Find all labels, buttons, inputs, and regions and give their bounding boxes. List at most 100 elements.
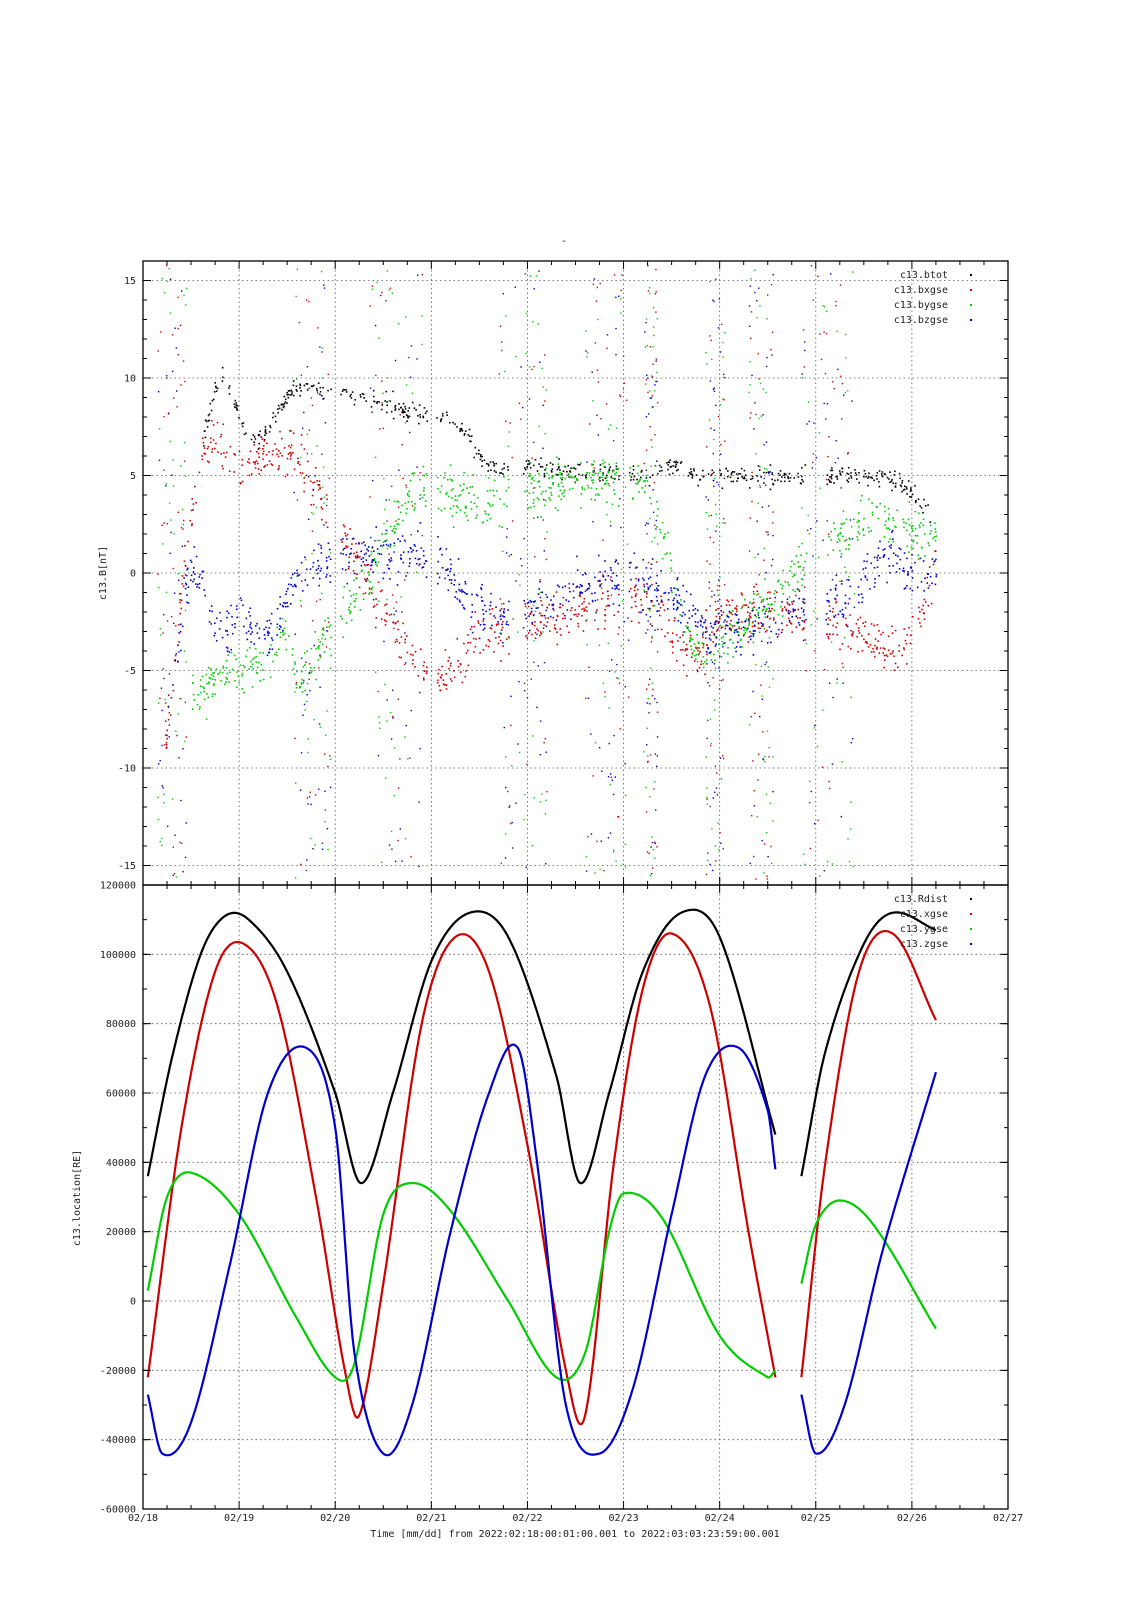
data-point: [694, 621, 697, 623]
data-point: [585, 330, 587, 332]
data-point: [258, 637, 261, 639]
data-point: [421, 273, 423, 276]
data-point: [862, 528, 865, 530]
y-tick-label: 5: [130, 471, 136, 482]
data-point: [499, 325, 502, 327]
data-point: [791, 601, 793, 603]
data-point: [462, 590, 465, 593]
data-point: [772, 522, 774, 524]
data-point: [588, 583, 590, 585]
data-point: [345, 545, 347, 547]
data-point: [308, 476, 310, 478]
data-point: [228, 612, 230, 615]
data-point: [602, 575, 605, 578]
data-point: [558, 606, 561, 609]
data-point: [449, 678, 452, 680]
data-point: [310, 803, 312, 806]
data-point: [500, 639, 502, 642]
data-point: [640, 604, 643, 606]
data-point: [419, 416, 422, 418]
data-point: [876, 559, 879, 561]
data-point: [286, 473, 289, 476]
data-point: [662, 604, 665, 606]
data-point: [835, 598, 837, 601]
data-point: [340, 393, 342, 396]
data-point: [445, 684, 448, 686]
data-point: [574, 609, 577, 611]
data-point: [341, 618, 343, 620]
data-point: [745, 604, 748, 606]
data-point: [180, 698, 182, 700]
data-point: [851, 538, 853, 540]
data-point: [827, 623, 829, 626]
data-point: [372, 479, 374, 482]
data-point: [733, 630, 736, 632]
data-point: [401, 611, 403, 613]
data-point: [262, 669, 264, 671]
data-point: [892, 650, 894, 652]
data-point: [284, 398, 287, 401]
data-point: [759, 382, 762, 385]
data-point: [341, 568, 344, 570]
data-point: [699, 479, 701, 481]
data-point: [584, 608, 587, 611]
data-point: [214, 622, 216, 624]
data-point: [328, 626, 331, 628]
data-point: [817, 275, 819, 277]
data-point: [848, 477, 850, 480]
data-point: [537, 481, 539, 483]
data-point: [390, 410, 393, 413]
data-point: [615, 559, 617, 561]
data-point: [649, 610, 651, 612]
data-point: [321, 351, 323, 353]
data-point: [738, 627, 740, 630]
data-point: [423, 487, 425, 489]
data-point: [250, 627, 253, 630]
data-point: [847, 452, 849, 454]
data-point: [689, 473, 692, 475]
data-point: [801, 620, 804, 622]
data-point: [418, 404, 421, 406]
data-point: [277, 455, 280, 458]
data-point: [871, 514, 874, 516]
data-point: [437, 582, 439, 585]
data-point: [445, 548, 448, 550]
data-point: [454, 596, 456, 598]
data-point: [768, 590, 770, 593]
data-point: [234, 679, 236, 682]
data-point: [765, 531, 767, 533]
data-point: [603, 628, 606, 630]
data-point: [721, 626, 723, 628]
data-point: [195, 555, 198, 558]
data-point: [624, 866, 627, 868]
data-point: [447, 478, 449, 481]
data-point: [788, 604, 791, 606]
data-point: [594, 599, 597, 602]
data-point: [777, 628, 780, 631]
data-point: [463, 512, 466, 514]
data-point: [609, 520, 612, 523]
data-point: [382, 577, 385, 580]
data-point: [595, 611, 597, 614]
data-point: [752, 760, 754, 762]
data-point: [580, 462, 582, 464]
data-point: [628, 590, 631, 593]
data-point: [732, 624, 734, 627]
data-point: [392, 390, 394, 393]
series-line-c13.Rdist: [146, 908, 777, 1185]
data-point: [497, 642, 500, 645]
data-point: [359, 556, 361, 558]
data-point: [890, 480, 893, 483]
data-point: [313, 549, 315, 552]
data-point: [197, 583, 199, 586]
data-point: [800, 554, 802, 556]
data-point: [385, 529, 388, 532]
data-point: [394, 404, 397, 407]
data-point: [914, 534, 917, 537]
x-tick-label: 02/18: [128, 1513, 158, 1524]
data-point: [499, 632, 501, 634]
data-point: [447, 574, 449, 577]
data-point: [650, 667, 652, 669]
data-point: [177, 572, 179, 575]
data-point: [528, 492, 531, 495]
